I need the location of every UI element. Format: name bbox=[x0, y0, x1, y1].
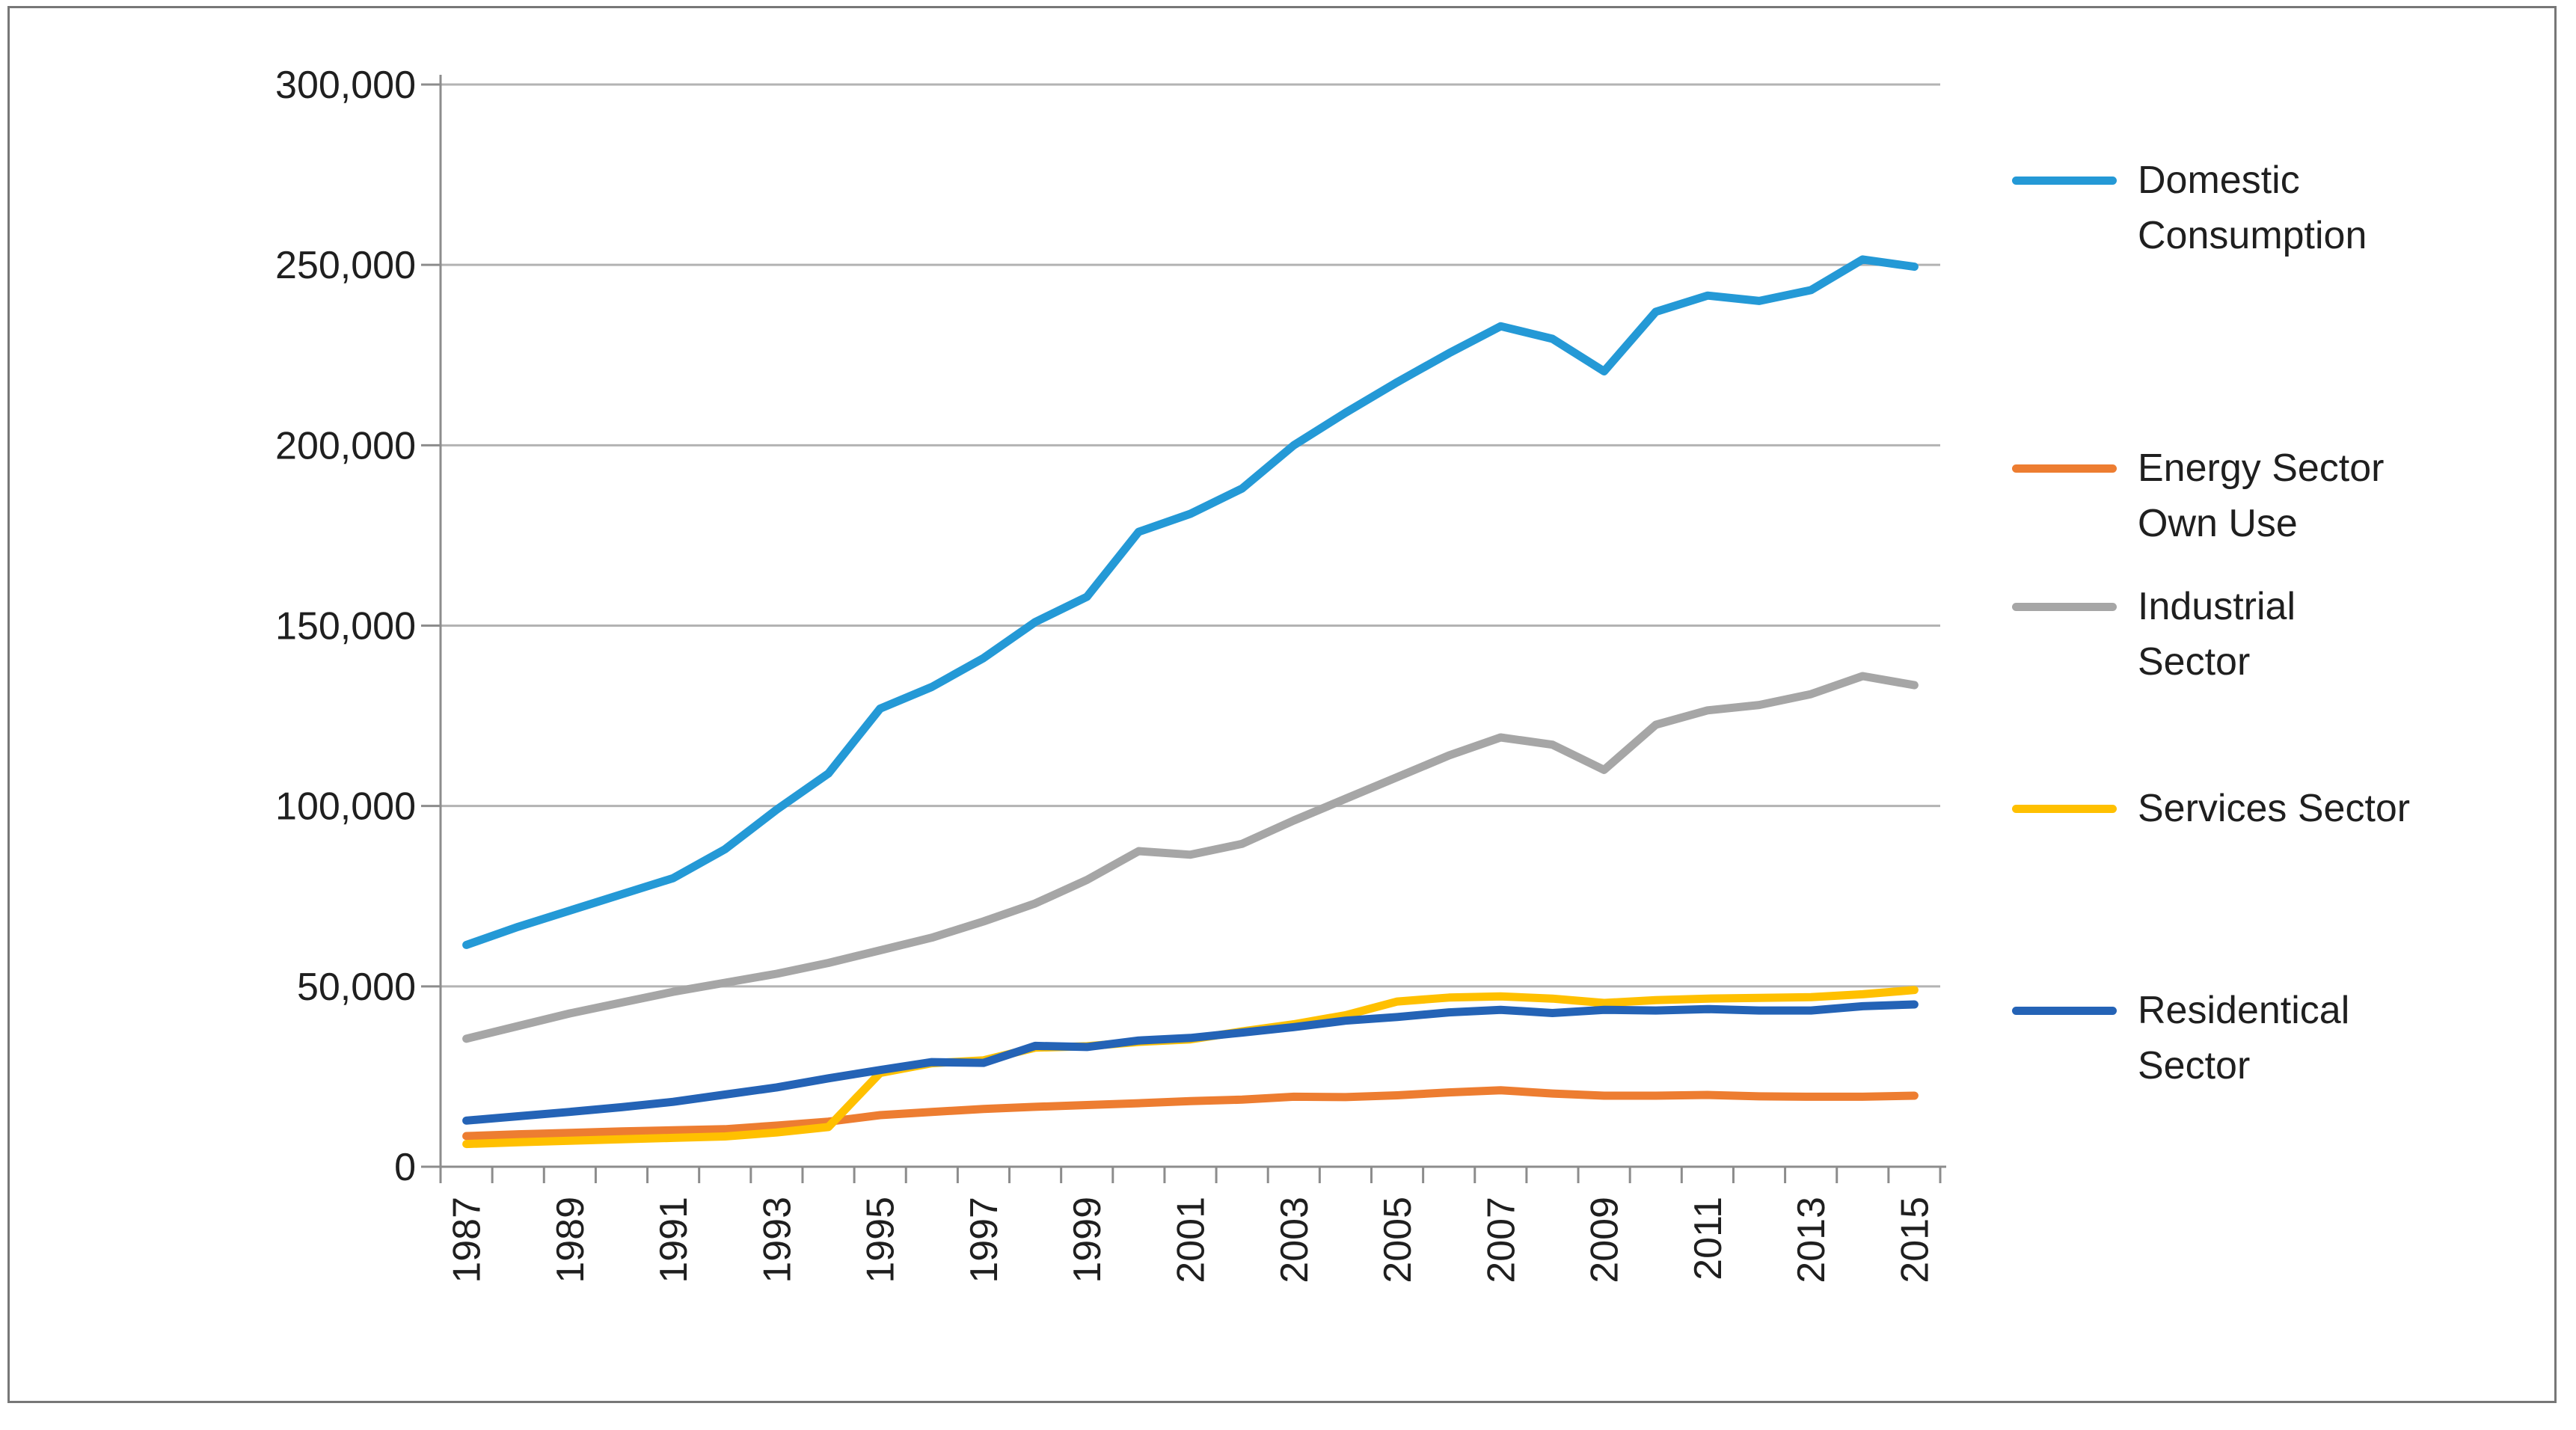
y-tick-label: 150,000 bbox=[275, 605, 416, 648]
legend-item-domestic-consumption: Domestic Consumption bbox=[2012, 153, 2367, 264]
legend-label: Residentical Sector bbox=[2138, 989, 2350, 1087]
chart-frame bbox=[7, 6, 2557, 1403]
y-tick-label: 200,000 bbox=[275, 424, 416, 467]
x-tick-label: 1999 bbox=[1066, 1197, 1109, 1283]
y-tick-label: 250,000 bbox=[275, 244, 416, 287]
x-tick-label: 2011 bbox=[1687, 1197, 1730, 1280]
series-line-energy-sector-own-use bbox=[462, 1086, 1919, 1141]
x-tick-label: 2005 bbox=[1376, 1197, 1420, 1283]
y-tick-label: 50,000 bbox=[297, 966, 416, 1009]
legend-label: Industrial Sector bbox=[2138, 585, 2296, 684]
legend-line-swatch bbox=[2012, 1007, 2117, 1015]
x-tick-label: 1989 bbox=[549, 1197, 592, 1283]
legend-item-energy-sector-own-use: Energy Sector Own Use bbox=[2012, 441, 2385, 552]
legend-label: Energy Sector Own Use bbox=[2138, 447, 2385, 545]
legend-label: Services Sector bbox=[2138, 787, 2411, 830]
series-line-domestic-consumption bbox=[462, 255, 1919, 949]
x-tick-label: 2001 bbox=[1170, 1197, 1213, 1283]
legend-item-residentical-sector: Residentical Sector bbox=[2012, 983, 2349, 1094]
series-line-industrial-sector bbox=[462, 672, 1919, 1043]
x-tick-label: 1987 bbox=[446, 1197, 489, 1283]
y-tick-label: 300,000 bbox=[275, 64, 416, 107]
x-tick-label: 2009 bbox=[1583, 1197, 1627, 1283]
x-tick-label: 1997 bbox=[963, 1197, 1006, 1283]
legend-line-swatch bbox=[2012, 464, 2117, 473]
legend-item-industrial-sector: Industrial Sector bbox=[2012, 580, 2296, 690]
legend-line-swatch bbox=[2012, 603, 2117, 611]
x-tick-label: 2013 bbox=[1790, 1197, 1833, 1283]
x-tick-label: 2015 bbox=[1893, 1197, 1936, 1283]
y-tick-label: 0 bbox=[394, 1146, 416, 1189]
legend-line-swatch bbox=[2012, 805, 2117, 813]
y-tick-label: 100,000 bbox=[275, 785, 416, 829]
series-line-residentical-sector bbox=[462, 1000, 1919, 1125]
x-tick-label: 1991 bbox=[652, 1197, 696, 1283]
x-tick-label: 1995 bbox=[859, 1197, 903, 1283]
x-tick-label: 2007 bbox=[1479, 1197, 1523, 1283]
x-tick-label: 1993 bbox=[755, 1197, 799, 1283]
legend-line-swatch bbox=[2012, 177, 2117, 185]
legend-item-services-sector: Services Sector bbox=[2012, 782, 2410, 837]
x-tick-label: 2003 bbox=[1273, 1197, 1316, 1283]
chart-legend: Domestic Consumption Energy Sector Own U… bbox=[2012, 0, 2566, 1430]
legend-label: Domestic Consumption bbox=[2138, 159, 2367, 257]
